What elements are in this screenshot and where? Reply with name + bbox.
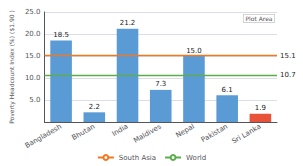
svg-text:10.7: 10.7 xyxy=(280,71,296,79)
svg-text:Bangladesh: Bangladesh xyxy=(24,123,63,150)
svg-text:1.9: 1.9 xyxy=(255,104,266,112)
svg-text:6.1: 6.1 xyxy=(222,86,233,94)
svg-text:Sri Lanka: Sri Lanka xyxy=(230,123,262,146)
svg-text:2.2: 2.2 xyxy=(89,103,100,111)
svg-text:15.0: 15.0 xyxy=(186,47,202,55)
svg-text:India: India xyxy=(111,123,130,138)
svg-text:15.1: 15.1 xyxy=(280,52,296,60)
svg-text:Plot Area: Plot Area xyxy=(245,15,272,22)
svg-text:18.5: 18.5 xyxy=(53,31,69,39)
svg-text:Pakistan: Pakistan xyxy=(200,123,229,145)
svg-text:15.0: 15.0 xyxy=(25,52,41,60)
svg-text:South Asia: South Asia xyxy=(119,154,156,162)
svg-text:Poverty Headcount Index (%) ($: Poverty Headcount Index (%) ($1.90 ) xyxy=(8,10,16,124)
svg-text:5.0: 5.0 xyxy=(29,96,40,104)
svg-text:25.0: 25.0 xyxy=(25,8,41,16)
svg-text:Bhutan: Bhutan xyxy=(71,123,97,142)
svg-text:World: World xyxy=(186,154,206,162)
svg-text:Nepal: Nepal xyxy=(174,123,196,140)
svg-text:10.0: 10.0 xyxy=(25,74,41,82)
svg-text:7.3: 7.3 xyxy=(155,80,166,88)
svg-text:Maldives: Maldives xyxy=(132,122,163,144)
svg-text:21.2: 21.2 xyxy=(120,19,136,27)
svg-text:20.0: 20.0 xyxy=(25,30,41,38)
